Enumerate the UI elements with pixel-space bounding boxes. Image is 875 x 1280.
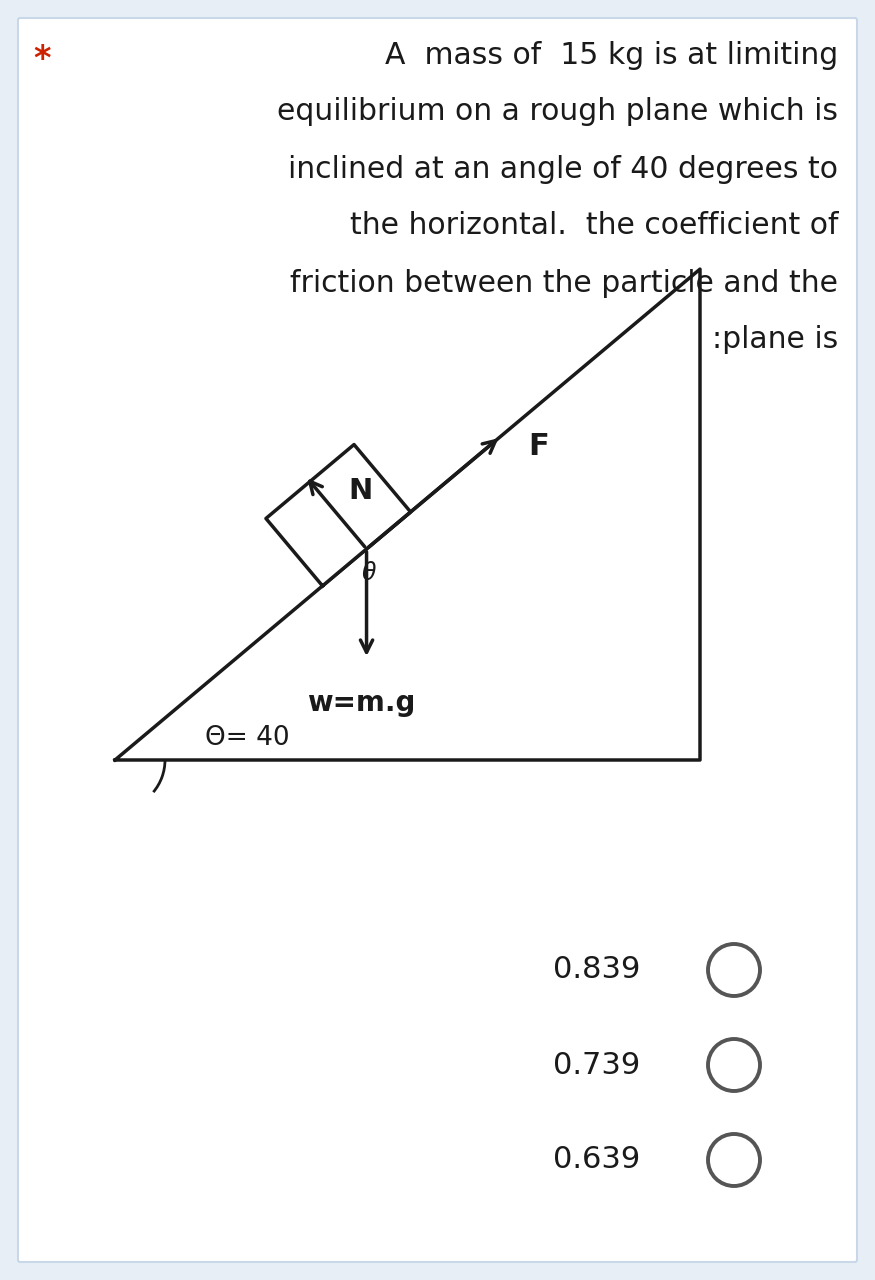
Text: F: F [528,431,549,461]
Text: inclined at an angle of 40 degrees to: inclined at an angle of 40 degrees to [288,155,838,183]
Text: Θ= 40: Θ= 40 [205,724,290,751]
Text: N: N [348,477,373,506]
Text: 0.739: 0.739 [553,1051,640,1079]
FancyBboxPatch shape [18,18,857,1262]
Text: A  mass of  15 kg is at limiting: A mass of 15 kg is at limiting [385,41,838,69]
Text: w=m.g: w=m.g [307,689,416,717]
Text: 0.839: 0.839 [553,955,640,984]
Text: θ: θ [361,561,375,585]
Text: friction between the particle and the: friction between the particle and the [290,269,838,297]
Text: equilibrium on a rough plane which is: equilibrium on a rough plane which is [277,97,838,127]
Text: 0.639: 0.639 [553,1146,640,1175]
Text: :plane is: :plane is [711,325,838,355]
Text: *: * [33,44,51,77]
Text: the horizontal.  the coefficient of: the horizontal. the coefficient of [349,211,838,241]
Polygon shape [266,444,410,586]
